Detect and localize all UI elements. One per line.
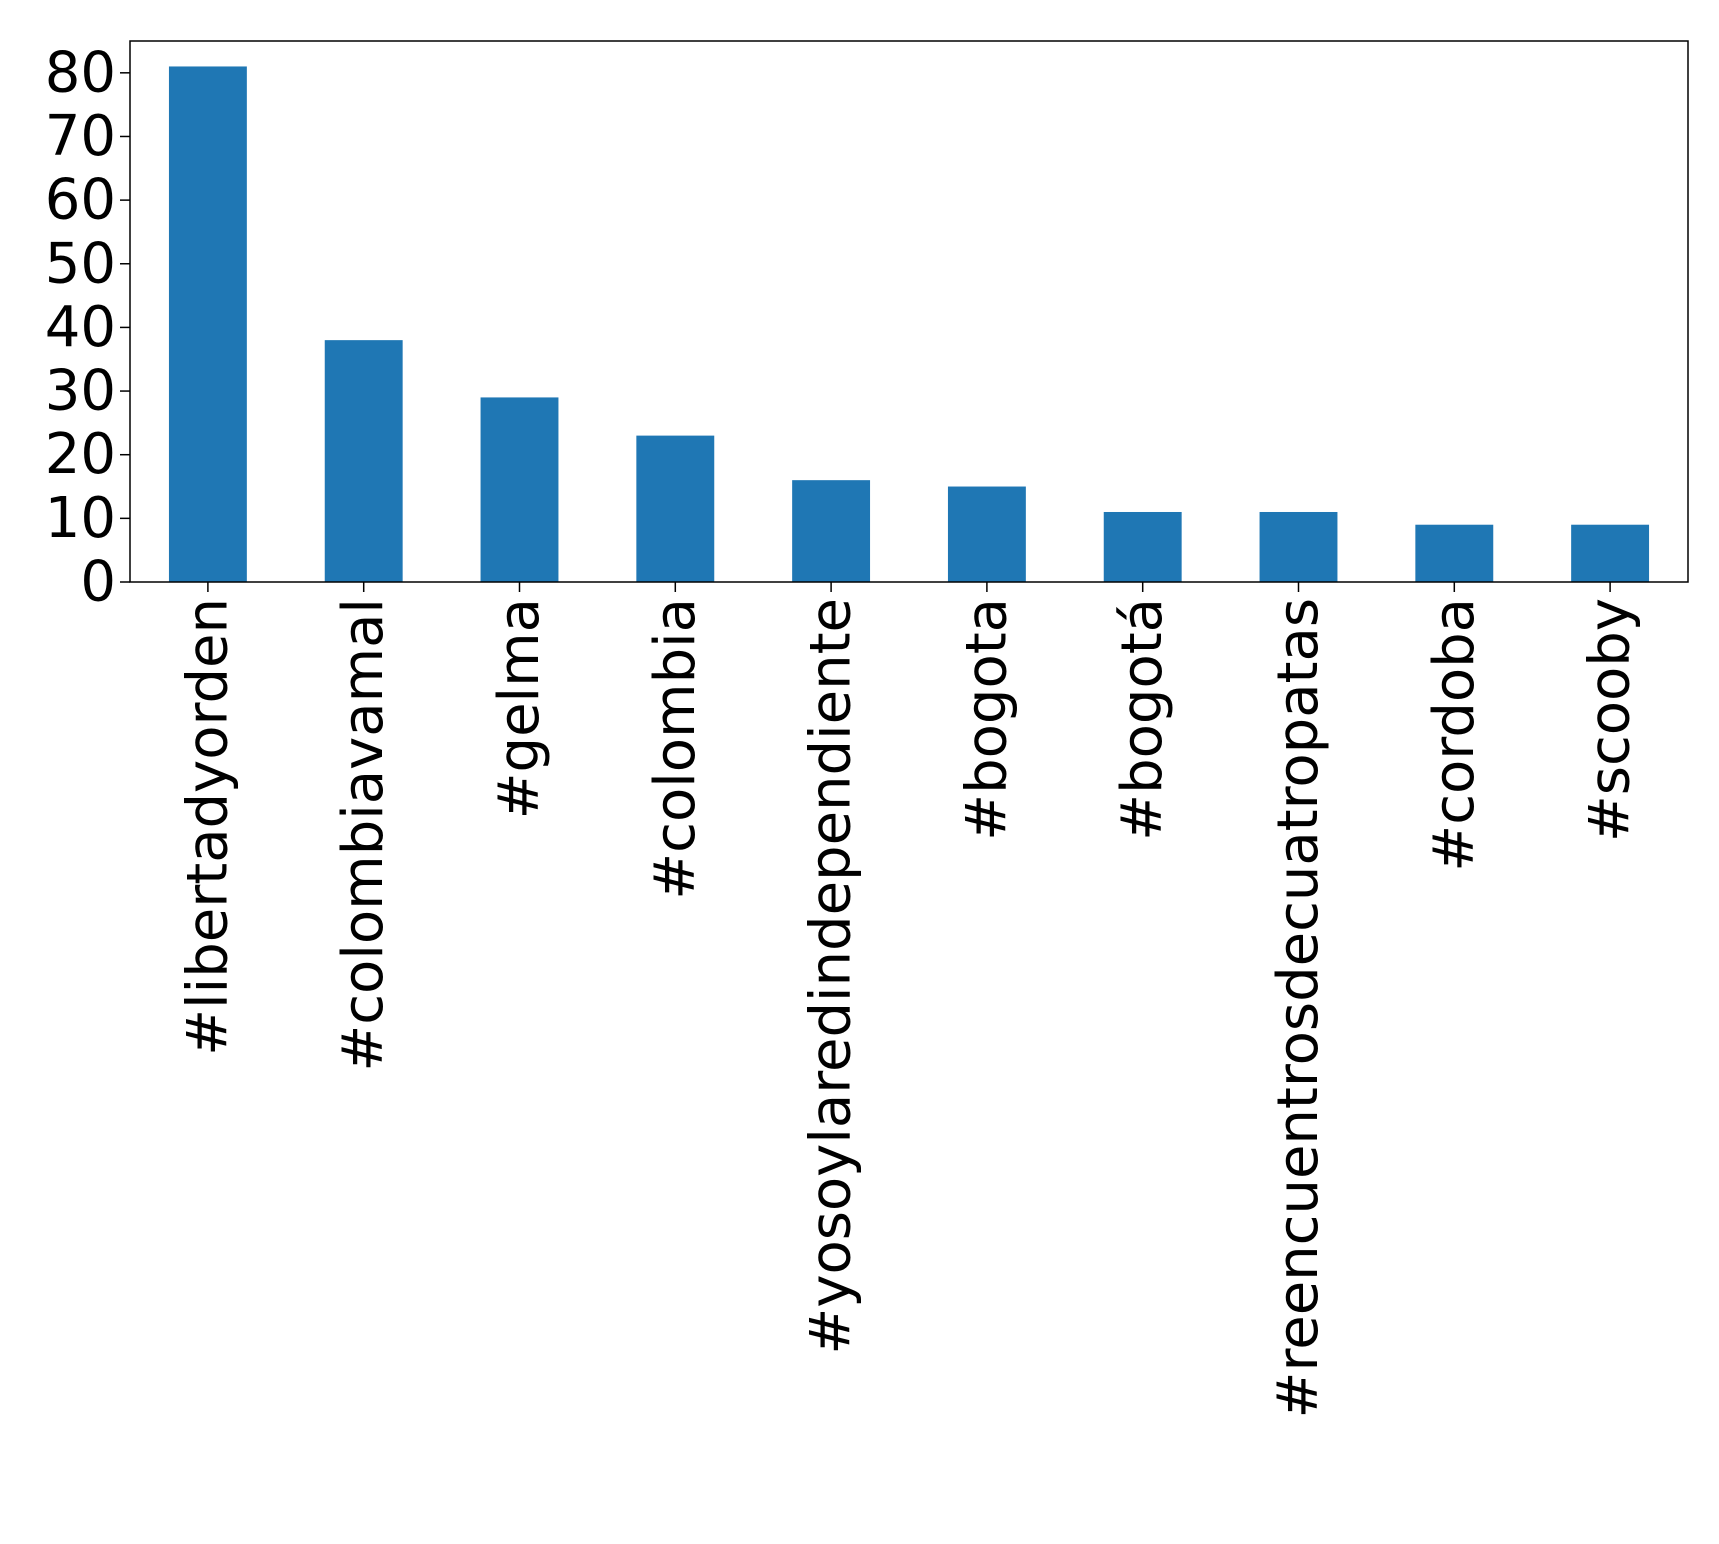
x-tick-label-colombiavamal: #colombiavamal bbox=[331, 598, 396, 1072]
bars-group bbox=[168, 66, 1650, 583]
bar-gelma bbox=[480, 397, 559, 582]
bar-libertadyorden bbox=[168, 66, 247, 583]
bar-bogotá bbox=[1103, 511, 1182, 582]
y-tick-label-40: 40 bbox=[45, 295, 116, 360]
y-tick-label-80: 80 bbox=[45, 40, 116, 105]
x-axis: #libertadyorden #colombiavamal #gelma #colo… bbox=[175, 582, 1643, 1418]
bar-colombia bbox=[636, 435, 715, 582]
x-tick-label-bogota: #bogota bbox=[954, 598, 1019, 841]
y-tick-label-10: 10 bbox=[45, 486, 116, 551]
bar-reencuentrosdecuatropatas bbox=[1259, 511, 1338, 582]
y-tick-label-30: 30 bbox=[45, 359, 116, 424]
x-tick-label-cordoba: #cordoba bbox=[1422, 598, 1487, 872]
bar-yosoylaredindependiente bbox=[792, 480, 871, 582]
x-tick-label-colombia: #colombia bbox=[643, 598, 708, 900]
bar-colombiavamal bbox=[324, 340, 403, 582]
x-tick-label-libertadyorden: #libertadyorden bbox=[175, 598, 240, 1056]
x-tick-label-yosoylaredindependiente: #yosoylaredindependiente bbox=[799, 598, 864, 1355]
bar-bogota bbox=[947, 486, 1026, 582]
x-tick-label-bogotá: #bogotá bbox=[1110, 598, 1175, 841]
y-tick-label-50: 50 bbox=[45, 231, 116, 296]
x-tick-label-gelma: #gelma bbox=[487, 598, 552, 819]
y-tick-label-0: 0 bbox=[80, 550, 116, 615]
y-tick-label-70: 70 bbox=[45, 104, 116, 169]
bar-cordoba bbox=[1415, 524, 1494, 582]
x-tick-label-scooby: #scooby bbox=[1578, 598, 1643, 842]
y-tick-label-20: 20 bbox=[45, 422, 116, 487]
y-tick-label-60: 60 bbox=[45, 168, 116, 233]
x-tick-label-reencuentrosdecuatropatas: #reencuentrosdecuatropatas bbox=[1266, 598, 1331, 1418]
bar-scooby bbox=[1571, 524, 1650, 582]
plot-frame bbox=[129, 40, 1689, 583]
